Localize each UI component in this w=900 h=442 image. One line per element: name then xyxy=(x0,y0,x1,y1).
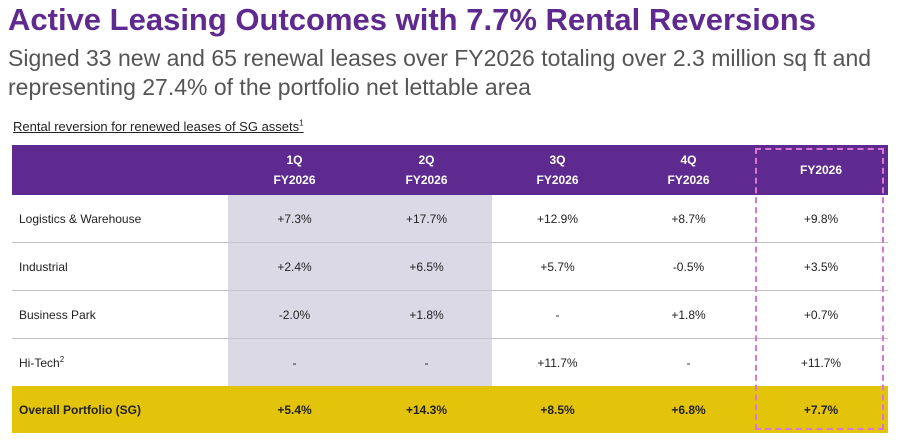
cell-fy: +3.5% xyxy=(754,242,888,291)
total-cell-3q: +8.5% xyxy=(492,386,623,433)
page-title: Active Leasing Outcomes with 7.7% Rental… xyxy=(8,2,816,37)
total-cell-fy: +7.7% xyxy=(754,386,888,433)
table-row: Hi-Tech2 - - +11.7% - +11.7% xyxy=(12,338,888,386)
table-row: Industrial +2.4% +6.5% +5.7% -0.5% +3.5% xyxy=(12,242,888,291)
page-subtitle: Signed 33 new and 65 renewal leases over… xyxy=(8,45,872,100)
cell-1q: -2.0% xyxy=(228,290,361,339)
cell-2q: - xyxy=(361,338,492,386)
cell-fy: +11.7% xyxy=(754,338,888,386)
cell-1q: +2.4% xyxy=(228,242,361,291)
table-header-row: 1Q FY2026 2Q FY2026 3Q FY2026 4Q FY2026 FY20… xyxy=(12,145,888,195)
header-2q-fy2026: 2Q FY2026 xyxy=(361,145,492,195)
total-row-label: Overall Portfolio (SG) xyxy=(12,386,228,433)
total-cell-2q: +14.3% xyxy=(361,386,492,433)
cell-4q: -0.5% xyxy=(623,242,754,291)
header-4q-fy2026: 4Q FY2026 xyxy=(623,145,754,195)
row-label: Hi-Tech2 xyxy=(12,338,228,386)
row-footnote-marker: 2 xyxy=(59,354,65,364)
cell-1q: +7.3% xyxy=(228,195,361,243)
cell-fy: +9.8% xyxy=(803,211,839,226)
total-cell-4q: +6.8% xyxy=(623,386,754,433)
table-row: Logistics & Warehouse +7.3% +17.7% +12.9… xyxy=(12,195,888,243)
cell-4q: - xyxy=(623,338,754,386)
table-caption-text: Rental reversion for renewed leases of S… xyxy=(13,119,300,134)
caption-footnote-marker: 1 xyxy=(299,118,304,128)
cell-3q: - xyxy=(492,290,623,339)
header-fy2026: FY2026 xyxy=(754,145,888,195)
table-row: Business Park -2.0% +1.8% - +1.8% +0.7% xyxy=(12,290,888,339)
row-label: Logistics & Warehouse xyxy=(19,211,142,226)
row-label: Business Park xyxy=(12,290,228,339)
cell-3q: +11.7% xyxy=(492,338,623,386)
header-3q-fy2026: 3Q FY2026 xyxy=(492,145,623,195)
cell-2q: +17.7% xyxy=(361,195,492,243)
table-caption: Rental reversion for renewed leases of S… xyxy=(13,119,304,134)
total-row: Overall Portfolio (SG) +5.4% +14.3% +8.5… xyxy=(12,386,888,433)
cell-4q: +1.8% xyxy=(623,290,754,339)
header-segment xyxy=(12,145,228,195)
cell-3q: +12.9% xyxy=(536,211,579,226)
cell-fy: +0.7% xyxy=(754,290,888,339)
rental-reversion-table: 1Q FY2026 2Q FY2026 3Q FY2026 4Q FY2026 FY20… xyxy=(12,145,888,433)
cell-2q: +1.8% xyxy=(361,290,492,339)
row-label: Industrial xyxy=(12,242,228,291)
cell-4q: +8.7% xyxy=(671,211,706,226)
cell-3q: +5.7% xyxy=(492,242,623,291)
header-1q-fy2026: 1Q FY2026 xyxy=(228,145,361,195)
cell-1q: - xyxy=(228,338,361,386)
cell-2q: +6.5% xyxy=(361,242,492,291)
total-cell-1q: +5.4% xyxy=(228,386,361,433)
